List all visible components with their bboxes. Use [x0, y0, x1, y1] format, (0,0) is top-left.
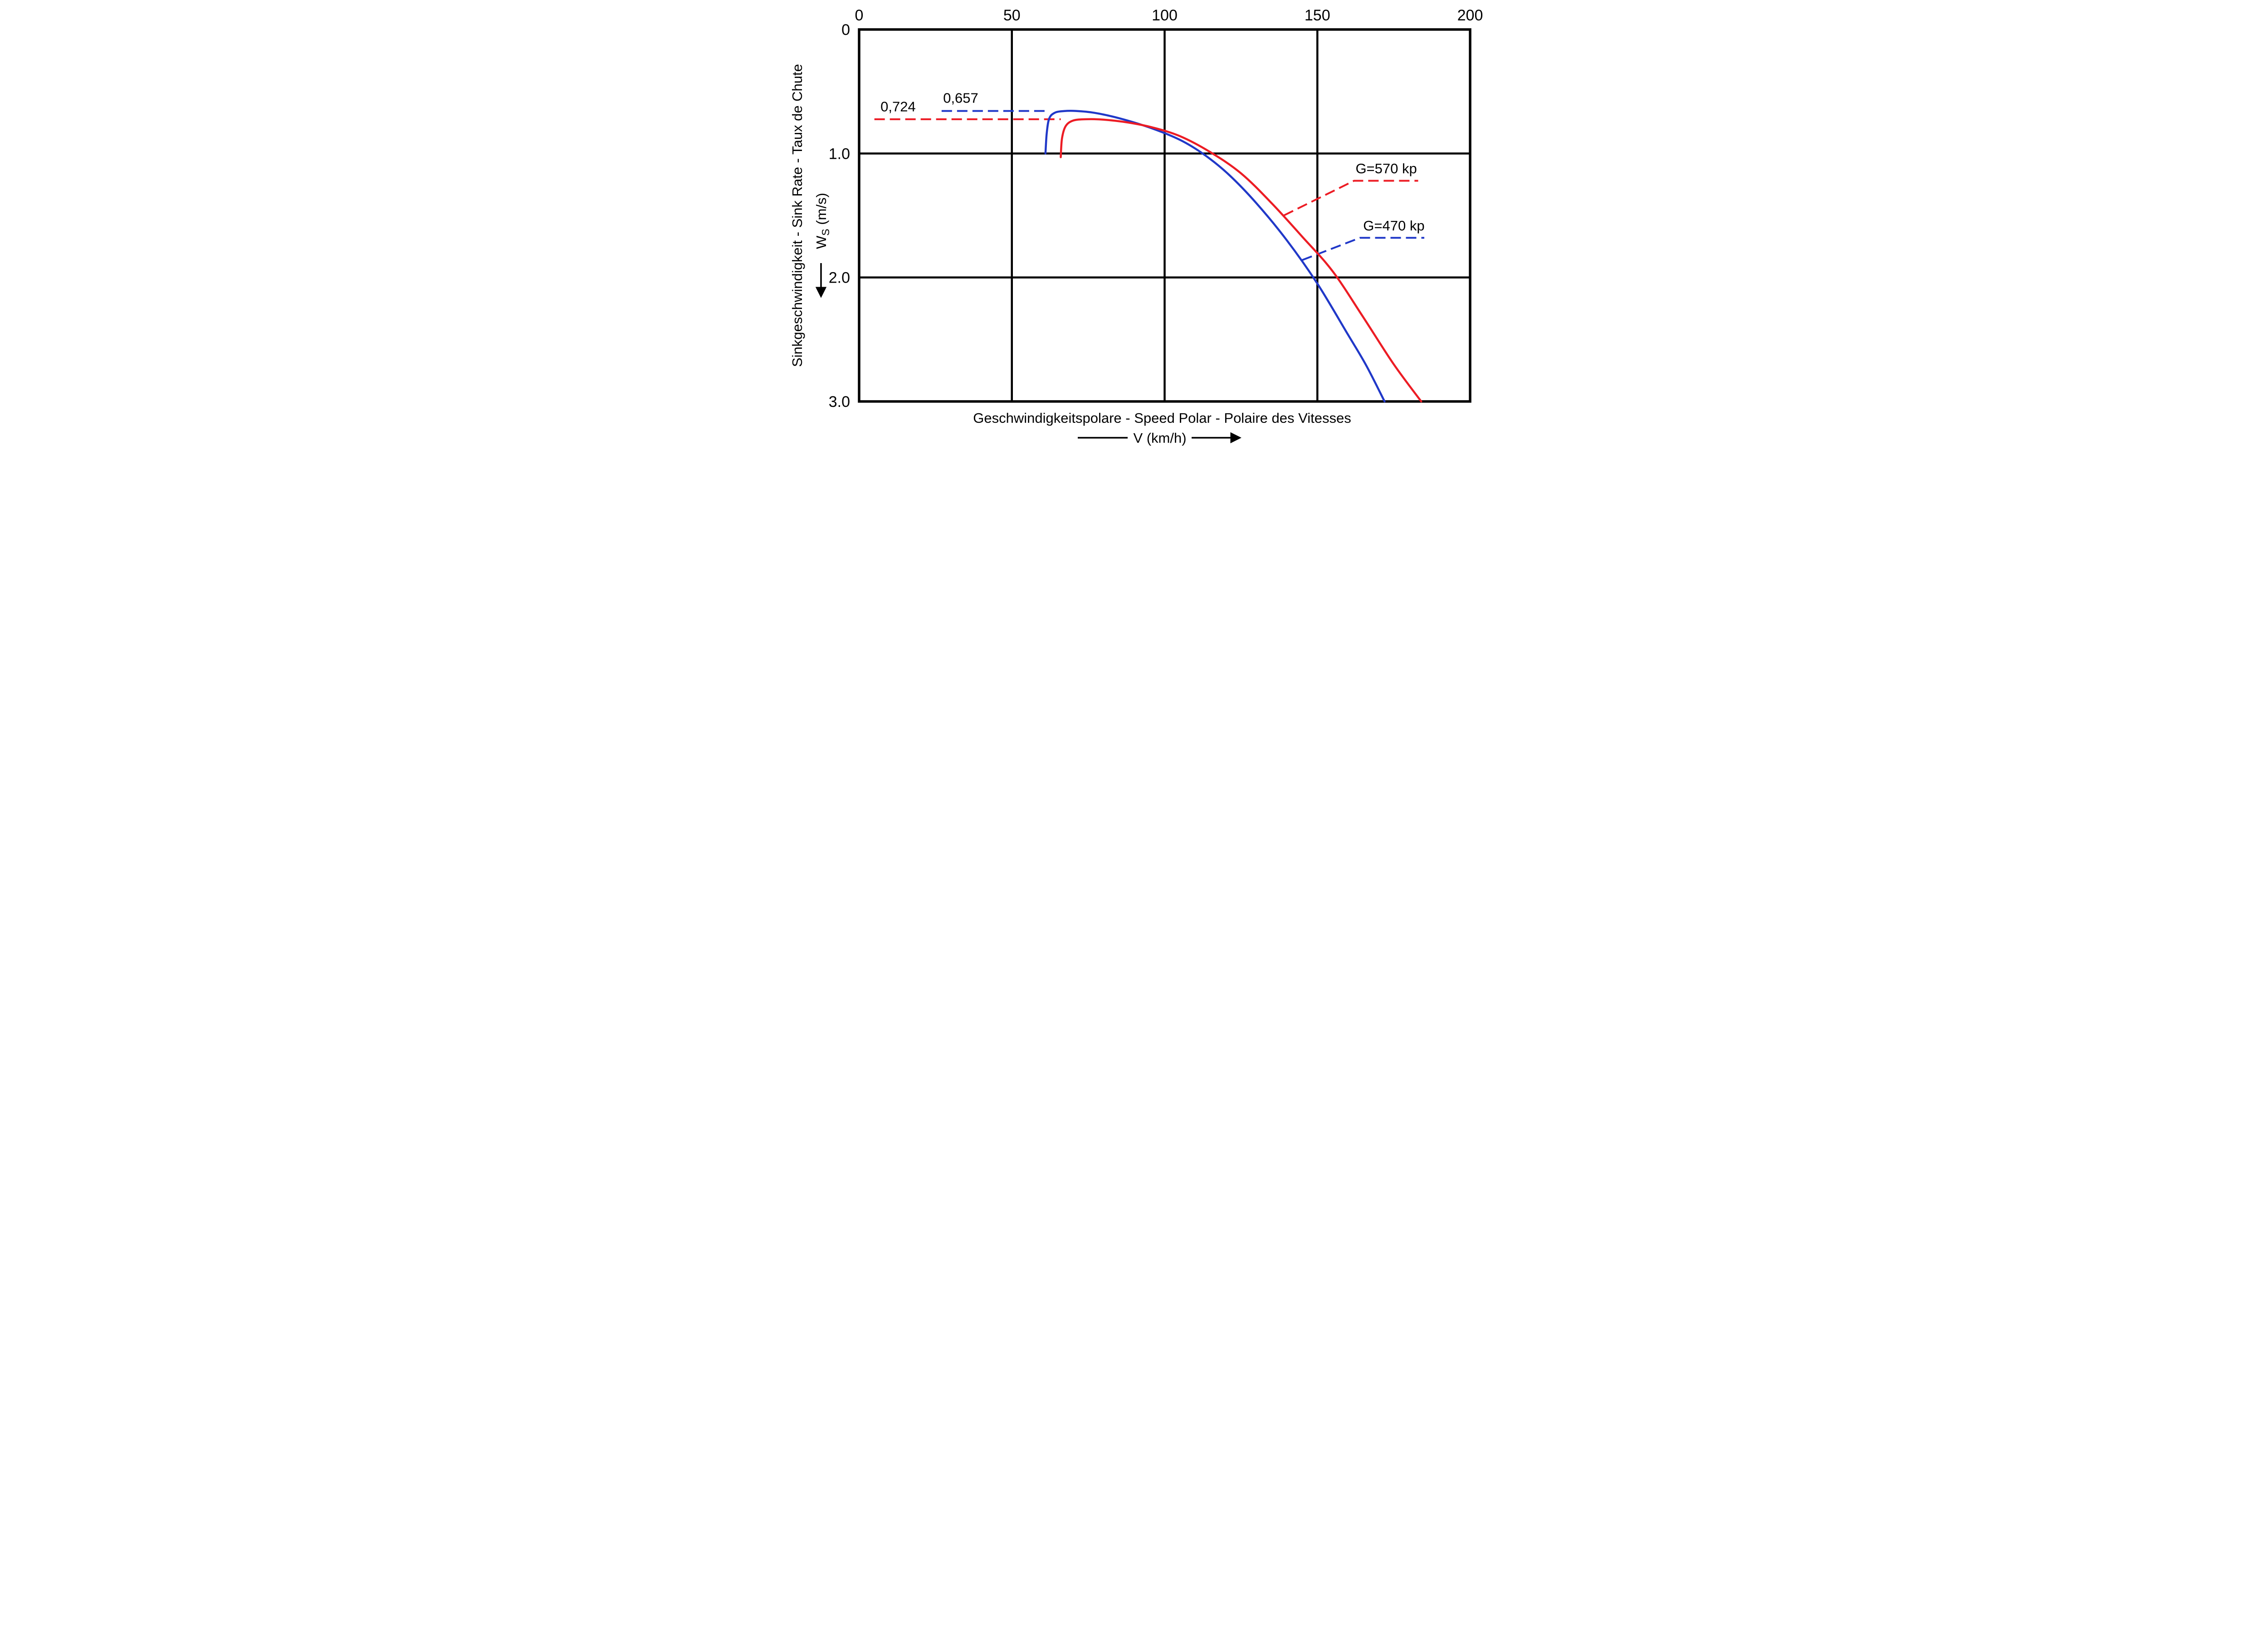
curve-g-570-kp	[1060, 118, 1422, 403]
x-tick-150: 150	[1305, 7, 1330, 24]
leader-line-g-470-kp	[1301, 237, 1424, 261]
y-tick-1: 1.0	[829, 145, 850, 162]
x-tick-200: 200	[1457, 7, 1483, 24]
y-tick-2: 2.0	[829, 269, 850, 287]
curves-layer	[1044, 109, 1422, 403]
series-label-g-570-kp: G=570 kp	[1355, 161, 1417, 176]
ws-unit: (m/s)	[813, 193, 829, 229]
x-tick-50: 50	[1003, 7, 1021, 24]
y-tick-0: 0	[841, 21, 850, 39]
x-tick-100: 100	[1152, 7, 1178, 24]
grid-layer	[858, 28, 1471, 403]
chart-title: Geschwindigkeitspolare - Speed Polar - P…	[973, 410, 1351, 426]
series-label-g-470-kp: G=470 kp	[1363, 218, 1424, 234]
y-unit-label: WS (m/s)	[813, 193, 831, 249]
tick-labels-layer: 0 50 100 150 200 0 1.0 2.0 3.0	[829, 7, 1483, 411]
plot-border	[858, 28, 1471, 403]
y-tick-3: 3.0	[829, 393, 850, 411]
speed-polar-page: 0,724 0,657 G=570 kp G=470 kp 0 50 100 150 200 0…	[782, 0, 1486, 453]
leader-line-g-570-kp	[1283, 180, 1418, 216]
annotations-layer: 0,724 0,657 G=570 kp G=470 kp	[874, 90, 1425, 261]
x-axis-label: V (km/h)	[1133, 430, 1186, 446]
ws-symbol: W	[813, 235, 829, 249]
curve-g-470-kp	[1044, 109, 1386, 403]
x-tick-0: 0	[855, 7, 864, 24]
y-axis-title: Sinkgeschwindigkeit - Sink Rate - Taux d…	[789, 64, 805, 367]
ws-subscript: S	[820, 229, 831, 235]
min-sink-value-g-470-kp: 0,657	[943, 90, 978, 106]
min-sink-value-g-570-kp: 0,724	[880, 98, 916, 114]
